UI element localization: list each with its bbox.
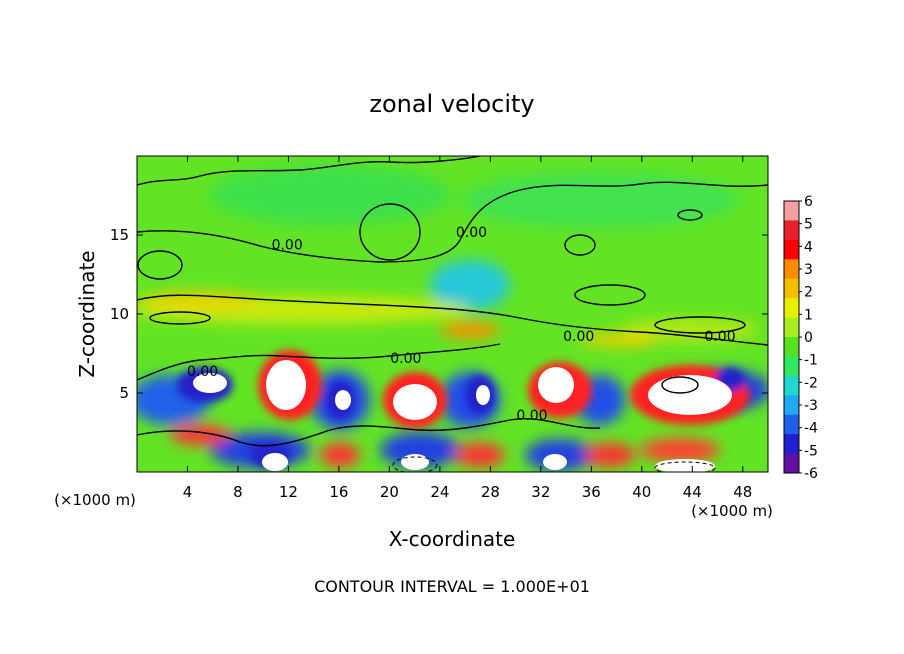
colorbar-swatch [784, 278, 799, 299]
negative-contours [392, 456, 716, 472]
contour-label: 0.00 [390, 351, 421, 367]
contour-lines [137, 156, 768, 447]
colorbar-swatch [784, 239, 799, 260]
field-saturated [193, 360, 732, 472]
y-tick-label: 5 [119, 384, 129, 402]
contour-label: 0.00 [516, 408, 547, 424]
colorbar-tick-label: 3 [804, 262, 813, 278]
x-tick-label: 24 [430, 483, 449, 501]
colorbar-tick-label: 5 [804, 217, 813, 233]
colorbar-swatch [784, 317, 799, 338]
colorbar-tick-label: 2 [804, 285, 813, 301]
y-tick-label: 10 [110, 305, 129, 323]
x-tick-label: 8 [233, 483, 243, 501]
x-axis: 4 8 12 16 20 24 28 32 36 40 44 48 [183, 156, 752, 501]
y-axis-label: Z-coordinate [75, 250, 99, 377]
x-tick-label: 48 [733, 483, 752, 501]
colorbar-tick-label: -5 [804, 443, 818, 459]
colorbar-swatch [784, 337, 799, 357]
colorbar-tick-label: 4 [804, 239, 813, 255]
x-tick-label: 16 [329, 483, 348, 501]
colorbar-tick-label: 0 [804, 330, 813, 346]
contour-label: 0.00 [187, 364, 218, 380]
x-tick-label: 4 [183, 483, 193, 501]
colorbar-tick-label: 1 [804, 307, 813, 323]
colorbar-swatch [784, 453, 799, 474]
x-tick-label: 44 [683, 483, 702, 501]
chart-title: zonal velocity [369, 90, 534, 118]
colorbar-swatch [784, 375, 799, 396]
colorbar-swatch [784, 356, 799, 377]
colorbar-swatch [784, 298, 799, 319]
colorbar: 6 5 4 3 2 1 0 -1 -2 -3 -4 -5 -6 [783, 194, 818, 482]
colorbar-tick-label: -2 [804, 375, 818, 391]
y-axis: 5 10 15 [110, 226, 768, 402]
y-tick-label: 15 [110, 226, 129, 244]
colorbar-tick-label: -3 [804, 398, 818, 414]
colorbar-tick-label: -4 [804, 421, 818, 437]
colorbar-swatch [784, 395, 799, 416]
plot-area: 0.00 0.00 0.00 0.00 0.00 0.00 0.00 [137, 156, 768, 472]
colorbar-swatch [784, 259, 799, 280]
colorbar-swatch [784, 434, 799, 455]
colorbar-tick-label: 6 [804, 194, 813, 210]
x-tick-label: 40 [632, 483, 651, 501]
x-axis-label: X-coordinate [389, 527, 516, 551]
x-tick-label: 28 [481, 483, 500, 501]
x-unit-label-right: (×1000 m) [691, 502, 773, 520]
colorbar-tick-label: -6 [804, 466, 818, 482]
colorbar-swatch [784, 220, 799, 241]
x-unit-label-left: (×1000 m) [54, 491, 136, 509]
colorbar-swatch [784, 414, 799, 435]
contour-label: 0.00 [456, 225, 487, 241]
contour-labels: 0.00 0.00 0.00 0.00 0.00 0.00 0.00 [187, 225, 736, 424]
contour-label: 0.00 [563, 329, 594, 345]
contour-label: 0.00 [704, 329, 735, 345]
colorbar-tick-label: -1 [804, 353, 818, 369]
colorbar-swatch [784, 201, 799, 221]
contour-label: 0.00 [272, 237, 303, 253]
x-tick-label: 32 [531, 483, 550, 501]
contour-interval-note: CONTOUR INTERVAL = 1.000E+01 [314, 577, 590, 596]
x-tick-label: 36 [582, 483, 601, 501]
x-tick-label: 12 [279, 483, 298, 501]
x-tick-label: 20 [380, 483, 399, 501]
